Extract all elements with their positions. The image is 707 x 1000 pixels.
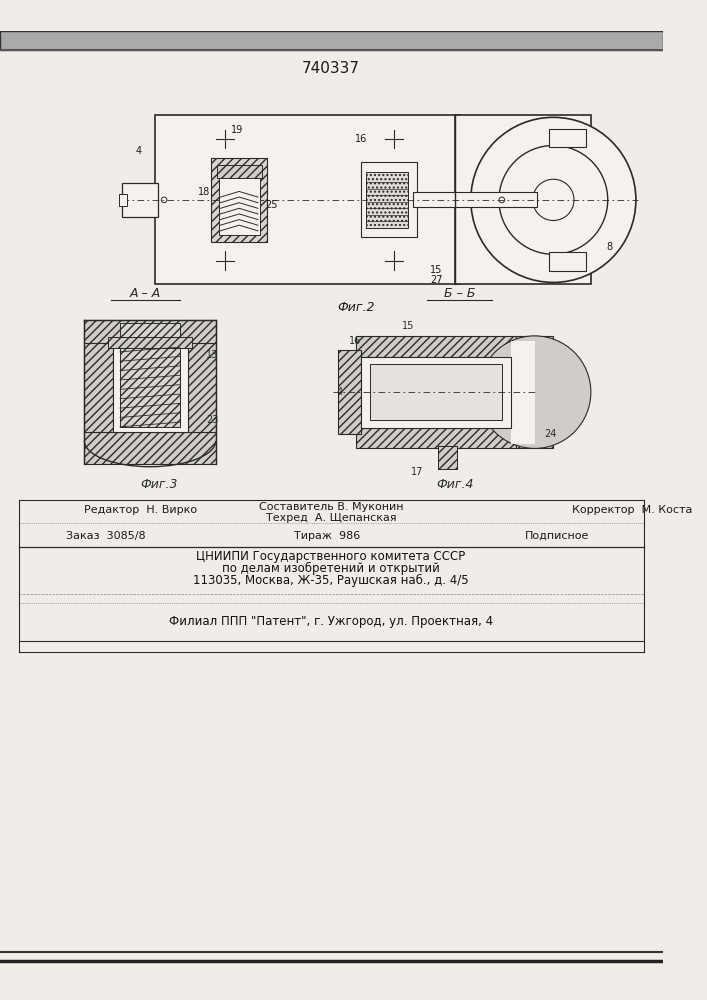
- Bar: [84, 320, 216, 343]
- Bar: [216, 165, 262, 178]
- Text: 15: 15: [402, 321, 414, 331]
- Text: ЦНИИПИ Государственного комитета СССР: ЦНИИПИ Государственного комитета СССР: [197, 550, 466, 563]
- Text: 13: 13: [206, 350, 218, 360]
- Bar: [84, 432, 216, 464]
- Bar: [516, 336, 554, 448]
- Bar: [413, 192, 537, 207]
- Text: Фиг.3: Фиг.3: [141, 478, 178, 491]
- Circle shape: [479, 336, 591, 448]
- Bar: [120, 323, 180, 427]
- Bar: [155, 115, 460, 284]
- Text: 18: 18: [199, 187, 211, 197]
- Text: Фиг.4: Фиг.4: [436, 478, 474, 491]
- Bar: [112, 343, 187, 432]
- Text: Филиал ППП "Патент", г. Ужгород, ул. Проектная, 4: Филиал ППП "Патент", г. Ужгород, ул. Про…: [169, 615, 493, 628]
- Text: Тираж  986: Тираж 986: [293, 531, 360, 541]
- Bar: [119, 194, 127, 206]
- Text: Заказ  3085/8: Заказ 3085/8: [66, 531, 145, 541]
- Text: А – А: А – А: [130, 287, 161, 300]
- Text: Фиг.2: Фиг.2: [338, 301, 375, 314]
- Bar: [356, 336, 516, 357]
- Text: Техред  А. Щепанская: Техред А. Щепанская: [266, 513, 397, 523]
- Text: 15: 15: [430, 265, 443, 275]
- Text: 4: 4: [136, 146, 142, 156]
- Text: 25: 25: [266, 200, 279, 210]
- Text: 27: 27: [430, 275, 443, 285]
- Bar: [187, 320, 216, 436]
- Text: по делам изобретений и открытий: по делам изобретений и открытий: [222, 562, 440, 575]
- Bar: [211, 158, 267, 242]
- Text: 16: 16: [349, 336, 361, 346]
- Text: 24: 24: [544, 429, 556, 439]
- Bar: [338, 350, 361, 434]
- Bar: [361, 162, 417, 237]
- Bar: [549, 129, 586, 147]
- Bar: [438, 446, 457, 469]
- Circle shape: [471, 117, 636, 282]
- Bar: [456, 116, 590, 283]
- Bar: [549, 252, 586, 271]
- Bar: [122, 183, 158, 217]
- Text: Б – Б: Б – Б: [444, 287, 475, 300]
- Bar: [455, 115, 591, 284]
- Circle shape: [499, 145, 608, 254]
- Text: 4: 4: [337, 387, 342, 397]
- Text: 19: 19: [231, 125, 243, 135]
- Text: 17: 17: [411, 467, 423, 477]
- Bar: [438, 446, 457, 469]
- Text: Редактор  Н. Вирко: Редактор Н. Вирко: [84, 505, 197, 515]
- Text: 113035, Москва, Ж-35, Раушская наб., д. 4/5: 113035, Москва, Ж-35, Раушская наб., д. …: [193, 574, 469, 587]
- Bar: [84, 320, 112, 436]
- Bar: [361, 357, 511, 428]
- Circle shape: [532, 179, 574, 221]
- Bar: [511, 341, 534, 444]
- Text: 740337: 740337: [302, 61, 360, 76]
- Text: 16: 16: [355, 134, 367, 144]
- Text: 8: 8: [607, 242, 613, 252]
- Bar: [366, 172, 408, 228]
- Bar: [356, 428, 516, 448]
- Bar: [108, 337, 192, 348]
- Text: Подписное: Подписное: [525, 531, 590, 541]
- Text: Составитель В. Муконин: Составитель В. Муконин: [259, 502, 403, 512]
- Text: Корректор  М. Коста: Корректор М. Коста: [572, 505, 692, 515]
- Bar: [370, 364, 502, 420]
- Bar: [0, 31, 663, 50]
- Text: 23: 23: [206, 415, 218, 425]
- Bar: [218, 165, 259, 235]
